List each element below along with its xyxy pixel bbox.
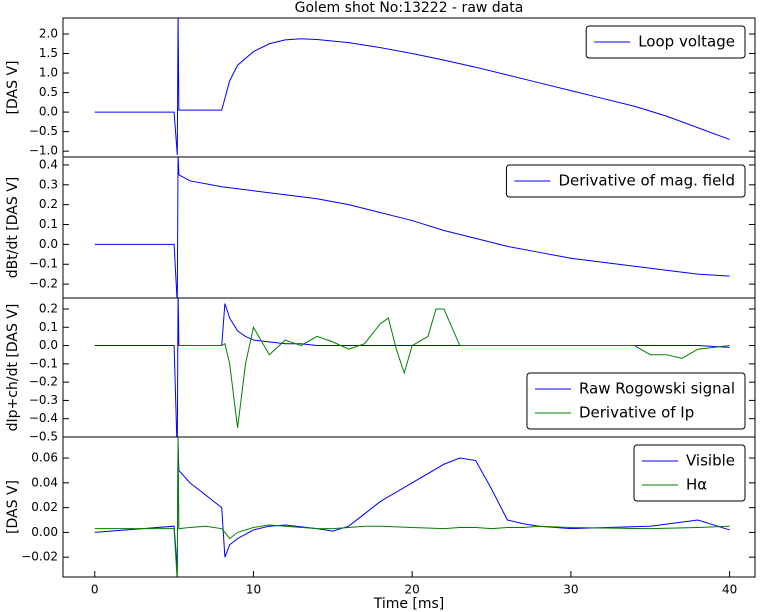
x-tick-label: 30 (563, 583, 578, 597)
legend-label: Raw Rogowski signal (579, 380, 735, 398)
y-tick-label: 0.0 (39, 338, 58, 352)
x-tick-label: 10 (246, 583, 261, 597)
legend: Raw Rogowski signal Derivative of Ip (526, 372, 746, 430)
legend-label: Hα (686, 476, 707, 494)
legend-label: Visible (686, 452, 735, 470)
y-tick-label: 0.3 (39, 177, 58, 191)
y-tick-label: −0.2 (29, 277, 58, 291)
legend-label: Derivative of mag. field (558, 172, 735, 190)
y-tick-label: 0.4 (39, 157, 58, 171)
data-line (94, 445, 730, 570)
legend: Visible Hα (633, 444, 746, 502)
y-axis-label: dBt/dt [DAS V] (5, 177, 21, 278)
y-axis-label: dIp+ch/dt [DAS V] (5, 304, 21, 432)
y-tick-label: 0.1 (39, 217, 58, 231)
axes-frame (62, 436, 756, 578)
y-tick-label: −0.4 (29, 411, 58, 425)
legend: Derivative of mag. field (505, 164, 746, 198)
y-axis-label: [DAS V] (5, 61, 21, 115)
data-line (94, 437, 730, 577)
y-tick-label: 0.1 (39, 320, 58, 334)
legend-box (505, 164, 746, 198)
y-tick-label: −0.3 (29, 393, 58, 407)
y-tick-label: 0.2 (39, 197, 58, 211)
plot-area (94, 298, 730, 437)
y-tick-label: 0.5 (39, 85, 58, 99)
data-line (94, 157, 730, 298)
x-tick-label: 40 (722, 583, 737, 597)
x-tick-label: 20 (405, 583, 420, 597)
legend-box (633, 444, 746, 502)
y-tick-label: 0.04 (31, 475, 58, 489)
x-axis-label: Time [ms] (373, 596, 445, 612)
y-tick-label: 2.0 (39, 27, 58, 41)
legend-box (585, 25, 746, 59)
y-tick-label: −1.0 (29, 144, 58, 158)
y-tick-label: −0.2 (29, 375, 58, 389)
y-tick-label: 0.0 (39, 105, 58, 119)
legend-box (526, 372, 746, 430)
legend: Loop voltage (585, 25, 746, 59)
y-axis-label: [DAS V] (5, 480, 21, 534)
y-tick-label: 0.02 (31, 500, 58, 514)
y-tick-label: 0.2 (39, 301, 58, 315)
y-tick-label: 0.00 (31, 525, 58, 539)
y-tick-label: 0.06 (31, 451, 58, 465)
y-tick-label: 1.0 (39, 66, 58, 80)
y-tick-label: −0.5 (29, 430, 58, 444)
y-tick-label: 0.0 (39, 237, 58, 251)
plot-area (94, 437, 730, 577)
plot-area (94, 157, 730, 298)
plot-area (94, 18, 730, 156)
chart-title: Golem shot No:13222 - raw data (295, 0, 524, 16)
x-tick-label: 0 (91, 583, 99, 597)
y-tick-label: −0.5 (29, 124, 58, 138)
y-tick-label: −0.02 (21, 550, 58, 564)
y-tick-label: −0.1 (29, 356, 58, 370)
data-line (94, 18, 730, 156)
legend-label: Derivative of Ip (579, 404, 694, 422)
legend-label: Loop voltage (638, 33, 735, 51)
y-tick-label: −0.1 (29, 257, 58, 271)
y-tick-label: 1.5 (39, 46, 58, 60)
data-line (178, 308, 730, 428)
